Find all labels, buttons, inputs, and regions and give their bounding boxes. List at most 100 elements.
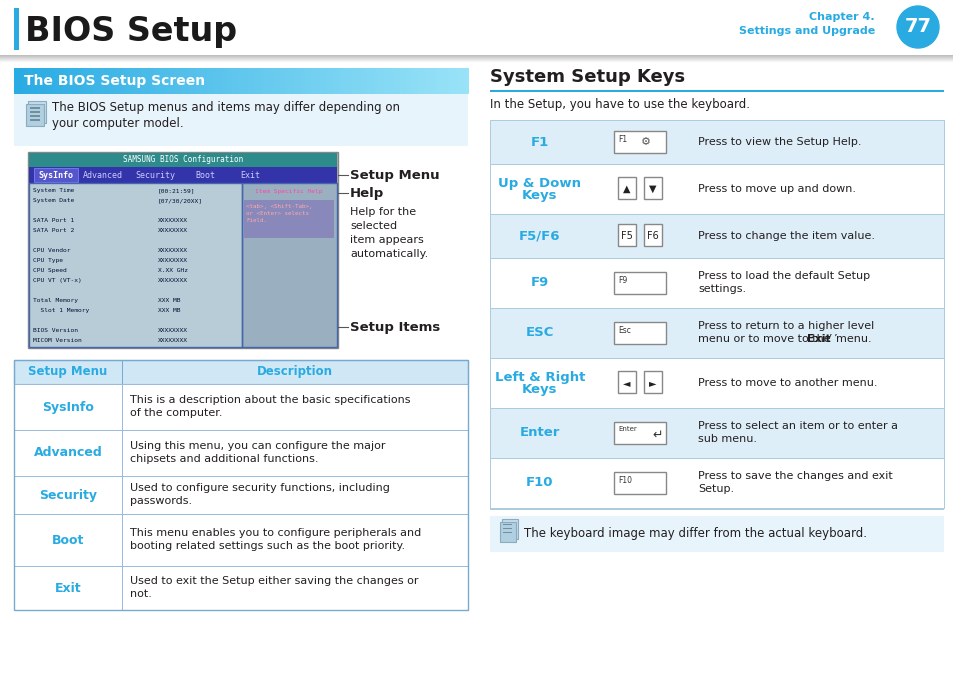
Text: Up & Down: Up & Down xyxy=(498,177,581,190)
Bar xyxy=(274,68,278,94)
Text: your computer model.: your computer model. xyxy=(52,118,183,131)
Bar xyxy=(379,68,382,94)
Bar xyxy=(336,68,339,94)
Text: XXXXXXXX: XXXXXXXX xyxy=(158,338,188,343)
Bar xyxy=(263,68,267,94)
Bar xyxy=(311,68,314,94)
Bar xyxy=(266,68,269,94)
Bar xyxy=(30,68,33,94)
Text: Press to select an item or to enter a: Press to select an item or to enter a xyxy=(698,421,897,431)
Text: SATA Port 2: SATA Port 2 xyxy=(33,228,74,233)
Bar xyxy=(110,68,112,94)
Bar xyxy=(420,68,423,94)
Text: booting related settings such as the boot priority.: booting related settings such as the boo… xyxy=(130,541,405,551)
Text: F1: F1 xyxy=(530,135,549,148)
Bar xyxy=(253,68,255,94)
Circle shape xyxy=(896,6,938,48)
Text: The BIOS Setup Screen: The BIOS Setup Screen xyxy=(24,74,205,88)
Bar xyxy=(212,68,214,94)
Bar xyxy=(395,68,398,94)
Bar xyxy=(30,107,40,108)
Text: of the computer.: of the computer. xyxy=(130,408,222,418)
Text: ’ menu.: ’ menu. xyxy=(828,334,871,344)
Text: XXXXXXXX: XXXXXXXX xyxy=(158,328,188,333)
Text: 77: 77 xyxy=(903,18,930,37)
Bar xyxy=(91,68,94,94)
Bar xyxy=(388,68,392,94)
Bar xyxy=(309,68,312,94)
Bar xyxy=(122,360,123,384)
Bar xyxy=(334,68,337,94)
Bar xyxy=(28,101,46,123)
Bar xyxy=(293,68,296,94)
Bar xyxy=(193,68,196,94)
Bar xyxy=(458,68,461,94)
Bar xyxy=(614,272,665,294)
Bar xyxy=(30,119,40,121)
Text: Description: Description xyxy=(256,366,333,378)
Bar xyxy=(490,164,943,214)
Bar xyxy=(223,68,226,94)
Bar xyxy=(84,68,88,94)
Bar xyxy=(14,430,468,476)
Bar xyxy=(315,68,319,94)
Bar xyxy=(184,68,188,94)
Bar xyxy=(161,68,165,94)
Bar xyxy=(0,56,953,57)
Text: Setup Menu: Setup Menu xyxy=(350,169,439,181)
Bar xyxy=(318,68,321,94)
Bar xyxy=(102,68,106,94)
Text: F5/F6: F5/F6 xyxy=(518,230,560,242)
Bar xyxy=(121,68,124,94)
Bar xyxy=(77,68,81,94)
Bar xyxy=(314,68,316,94)
Text: chipsets and additional functions.: chipsets and additional functions. xyxy=(130,454,318,464)
Bar xyxy=(139,68,142,94)
Bar xyxy=(130,68,132,94)
Text: This is a description about the basic specifications: This is a description about the basic sp… xyxy=(130,395,410,405)
Text: CPU VT (VT-x): CPU VT (VT-x) xyxy=(33,278,82,283)
Text: Used to exit the Setup either saving the changes or: Used to exit the Setup either saving the… xyxy=(130,576,418,586)
Bar xyxy=(490,308,943,358)
Text: Using this menu, you can configure the major: Using this menu, you can configure the m… xyxy=(130,441,385,451)
Bar xyxy=(29,167,336,183)
Bar xyxy=(164,68,167,94)
Bar xyxy=(434,68,436,94)
Bar xyxy=(113,68,117,94)
Bar xyxy=(182,68,185,94)
Bar xyxy=(157,68,160,94)
Bar xyxy=(28,152,337,348)
Bar xyxy=(386,68,389,94)
Bar xyxy=(413,68,416,94)
Bar xyxy=(393,68,395,94)
Text: F9: F9 xyxy=(530,276,549,290)
Bar xyxy=(320,68,323,94)
Bar xyxy=(179,68,183,94)
Bar xyxy=(284,68,287,94)
Text: Help: Help xyxy=(350,186,384,200)
Bar xyxy=(404,68,407,94)
Bar xyxy=(32,68,35,94)
Bar xyxy=(14,514,468,566)
Bar xyxy=(227,68,231,94)
Bar xyxy=(291,68,294,94)
Bar xyxy=(499,522,516,542)
Bar xyxy=(297,68,301,94)
Bar xyxy=(463,68,466,94)
Bar xyxy=(122,514,123,566)
Bar xyxy=(490,408,943,458)
Bar xyxy=(643,371,661,393)
Text: The BIOS Setup menus and items may differ depending on: The BIOS Setup menus and items may diffe… xyxy=(52,102,399,114)
Bar xyxy=(259,68,262,94)
Text: ►: ► xyxy=(649,378,656,388)
Text: SATA Port 1: SATA Port 1 xyxy=(33,218,74,223)
Bar xyxy=(233,68,237,94)
Bar xyxy=(105,68,108,94)
Text: XXX MB: XXX MB xyxy=(158,298,180,303)
Bar xyxy=(242,183,336,347)
Text: XXXXXXXX: XXXXXXXX xyxy=(158,218,188,223)
Text: BIOS Setup: BIOS Setup xyxy=(25,15,237,48)
Bar xyxy=(501,519,517,539)
Bar xyxy=(36,68,40,94)
Bar xyxy=(16,68,19,94)
